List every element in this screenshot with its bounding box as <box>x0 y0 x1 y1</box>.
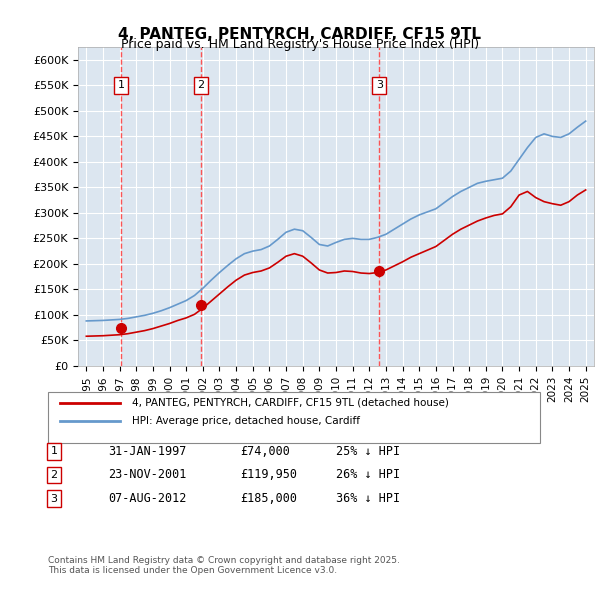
Text: 3: 3 <box>50 494 58 503</box>
Text: HPI: Average price, detached house, Cardiff: HPI: Average price, detached house, Card… <box>132 416 360 425</box>
Text: 25% ↓ HPI: 25% ↓ HPI <box>336 445 400 458</box>
Text: 1: 1 <box>50 447 58 456</box>
Text: 3: 3 <box>376 80 383 90</box>
Text: £185,000: £185,000 <box>240 492 297 505</box>
Text: 23-NOV-2001: 23-NOV-2001 <box>108 468 187 481</box>
Text: 1: 1 <box>118 80 124 90</box>
Text: 4, PANTEG, PENTYRCH, CARDIFF, CF15 9TL: 4, PANTEG, PENTYRCH, CARDIFF, CF15 9TL <box>119 27 482 41</box>
Text: 26% ↓ HPI: 26% ↓ HPI <box>336 468 400 481</box>
Text: 36% ↓ HPI: 36% ↓ HPI <box>336 492 400 505</box>
Text: 4, PANTEG, PENTYRCH, CARDIFF, CF15 9TL (detached house): 4, PANTEG, PENTYRCH, CARDIFF, CF15 9TL (… <box>132 398 449 408</box>
Text: 2: 2 <box>50 470 58 480</box>
Text: Contains HM Land Registry data © Crown copyright and database right 2025.
This d: Contains HM Land Registry data © Crown c… <box>48 556 400 575</box>
Text: 07-AUG-2012: 07-AUG-2012 <box>108 492 187 505</box>
Text: 31-JAN-1997: 31-JAN-1997 <box>108 445 187 458</box>
Text: £74,000: £74,000 <box>240 445 290 458</box>
Text: Price paid vs. HM Land Registry's House Price Index (HPI): Price paid vs. HM Land Registry's House … <box>121 38 479 51</box>
Text: 2: 2 <box>197 80 205 90</box>
Text: £119,950: £119,950 <box>240 468 297 481</box>
